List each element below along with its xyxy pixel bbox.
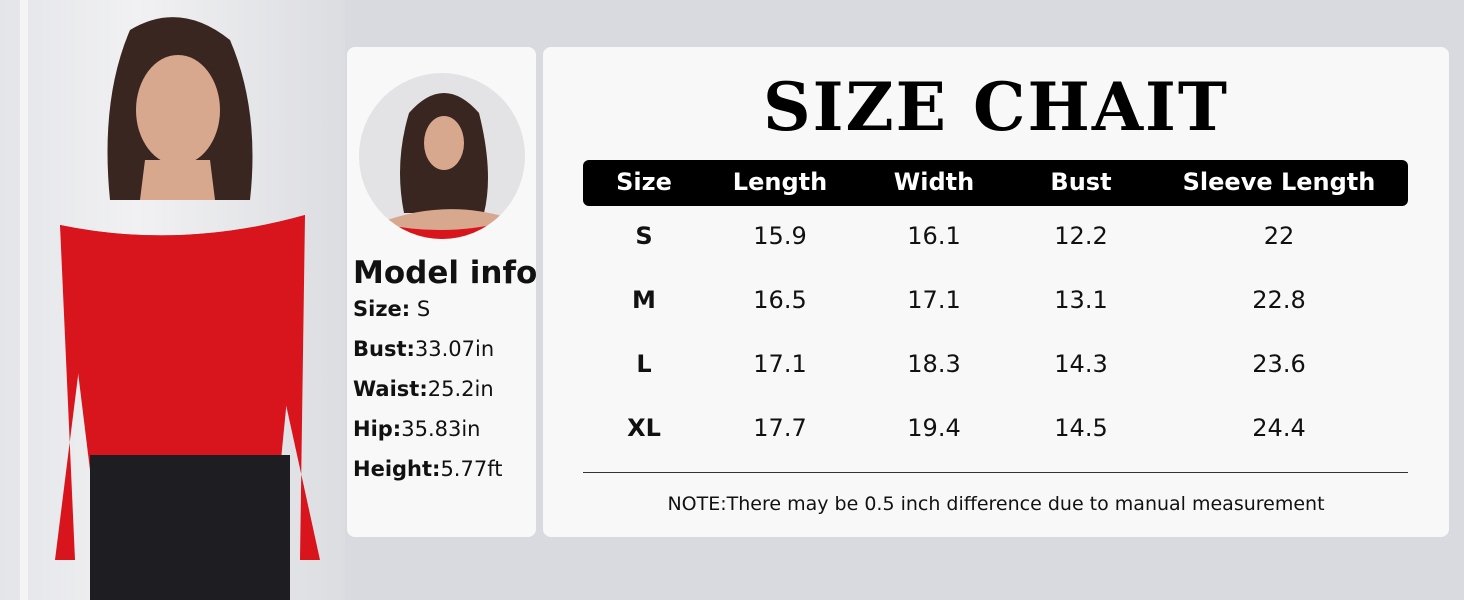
model-photo-illustration [20,0,320,600]
table-cell: 17.1 [753,350,807,378]
table-cell: 17.1 [907,286,961,314]
size-label-cell: M [632,286,656,314]
table-cell: 14.3 [1054,350,1108,378]
table-cell: 22.8 [1252,286,1306,314]
model-waist: Waist:25.2in [353,377,494,401]
table-cell: 13.1 [1054,286,1108,314]
size-label-cell: XL [627,414,661,442]
table-cell: 24.4 [1252,414,1306,442]
table-cell: 16.5 [753,286,807,314]
table-header [583,160,1408,206]
table-cell: 14.5 [1054,414,1108,442]
model-thumbnail [359,73,525,239]
model-height: Height:5.77ft [353,457,503,481]
column-header: Sleeve Length [1182,168,1376,196]
size-chart-title: SIZE CHAIT [762,68,1230,146]
table-cell: 18.3 [907,350,961,378]
size-label-cell: L [636,350,652,378]
size-chart-card [543,47,1449,537]
column-header: Width [893,168,975,196]
size-label-cell: S [635,222,653,250]
model-size: Size: S [353,297,431,321]
table-cell: 12.2 [1054,222,1108,250]
table-cell: 17.7 [753,414,807,442]
measurement-note: NOTE:There may be 0.5 inch difference du… [667,493,1325,515]
table-cell: 16.1 [907,222,961,250]
column-header: Bust [1050,168,1112,196]
model-bust: Bust:33.07in [353,337,495,361]
table-cell: 15.9 [753,222,807,250]
model-info-heading: Model info [353,255,538,291]
model-photo [0,0,345,600]
table-cell: 19.4 [907,414,961,442]
column-header: Length [732,168,828,196]
column-header: Size [616,168,672,196]
table-cell: 23.6 [1252,350,1306,378]
model-hip: Hip:35.83in [353,417,481,441]
table-cell: 22 [1263,222,1295,250]
divider [583,472,1408,473]
